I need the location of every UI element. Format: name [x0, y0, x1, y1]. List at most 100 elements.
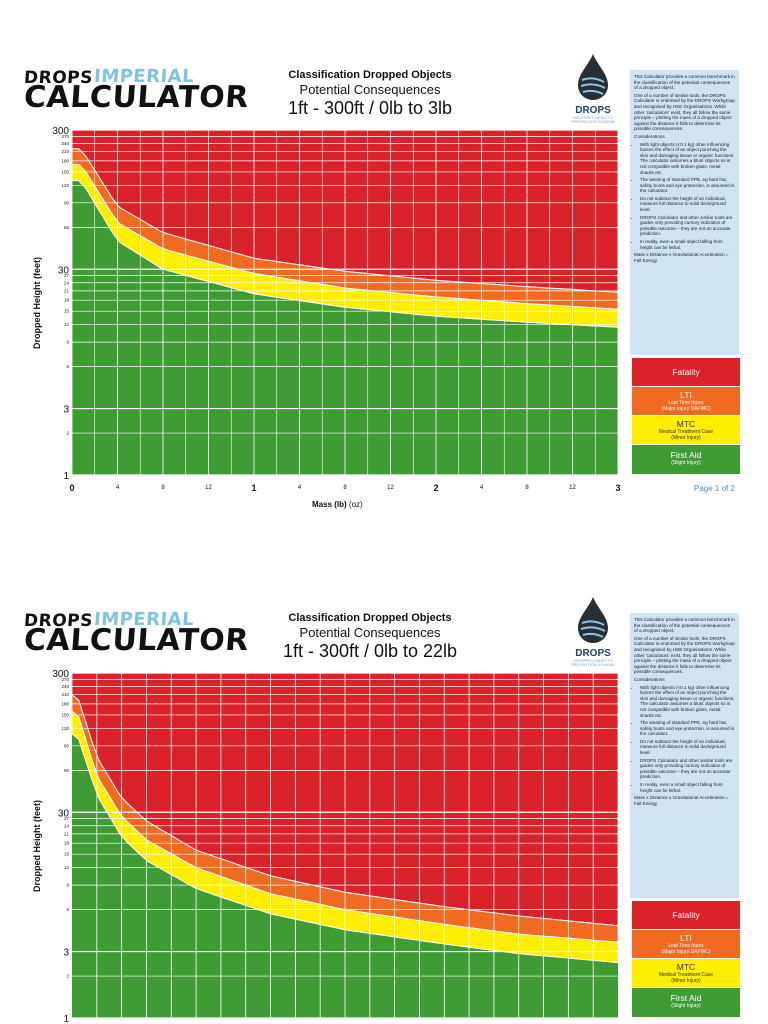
info-bullet: Do not subtract the height of an individ…	[640, 196, 735, 213]
page-number[interactable]: Page 1 of 2	[694, 484, 735, 493]
y-tick-label: 150	[61, 169, 69, 174]
drops-droplet-icon	[578, 54, 608, 100]
x-axis-title-unit: (oz)	[348, 500, 363, 509]
y-tick-label: 1	[63, 471, 69, 482]
y-tick-label: 180	[61, 158, 69, 163]
chart-2: 1 3 30 300 2 6 9 12 15 18 21 24 27 60 90 120 150 180 210 24…	[52, 669, 619, 1024]
legend-fatality: Fatality	[632, 901, 740, 930]
header-potential: Potential Consequences	[299, 625, 441, 640]
legend-lti-sub1: Lost Time Injury	[668, 400, 704, 406]
info-bullet: DROPS Calculator and other similar tools…	[640, 215, 735, 237]
y-tick-label: 300	[52, 126, 69, 137]
x-tick-label: 4	[480, 485, 484, 491]
drops-brand: DROPS DROPPED OBJECTS PREVENTION SCHEME	[568, 595, 618, 667]
legend-fatality-label: Fatality	[672, 367, 700, 377]
y-tick-label: 240	[61, 684, 69, 689]
brand-name: DROPS	[575, 105, 611, 116]
y-tick-label: 30	[58, 265, 70, 276]
legend-mtc-sub2: (Minor Injury)	[671, 435, 701, 441]
y-tick-label: 30	[58, 808, 70, 819]
legend-first-aid-sub1: (Slight Injury)	[671, 1003, 701, 1009]
calculator-page-2: DROPS IMPERIAL CALCULATOR Classification…	[0, 543, 768, 1024]
legend-first-aid: First Aid (Slight Injury)	[632, 445, 740, 475]
legend-mtc: MTC Medical Treatment Case (Minor Injury…	[632, 959, 740, 988]
y-tick-label: 270	[61, 677, 69, 682]
y-tick-label: 12	[64, 865, 70, 870]
y-tick-label: 270	[61, 134, 69, 139]
y-tick-label: 6	[66, 907, 69, 912]
y-tick-label: 300	[52, 669, 69, 680]
legend-mtc-sub1: Medical Treatment Case	[658, 972, 714, 978]
y-tick-label: 210	[61, 149, 69, 154]
header-classification: Classification Dropped Objects	[288, 612, 452, 624]
info-bullet: The wearing of standard PPE, eg hard hat…	[640, 720, 735, 737]
brand-tagline-2: PREVENTION SCHEME	[570, 119, 616, 124]
info-intro: This Calculator provides a common benchm…	[634, 617, 735, 634]
legend-first-aid-label: First Aid	[670, 993, 702, 1003]
brand-tagline-1: DROPPED OBJECTS	[573, 115, 613, 120]
y-tick-label: 120	[61, 183, 69, 188]
x-tick-label: 4	[116, 485, 120, 491]
brand-tagline-2: PREVENTION SCHEME	[570, 662, 616, 667]
y-tick-label: 60	[64, 768, 70, 773]
info-formula: Mass x Distance x Gravitational Accelera…	[634, 252, 729, 263]
info-formula: Mass x Distance x Gravitational Accelera…	[634, 795, 729, 806]
info-body: One of a number of similar tools, the DR…	[634, 635, 735, 675]
legend-lti-sub1: Lost Time Injury	[668, 943, 704, 949]
chart-1: 1330300269121518212427609012015018021024…	[52, 126, 620, 493]
y-tick-label: 150	[61, 712, 69, 717]
y-tick-label: 60	[64, 225, 70, 230]
y-tick-label: 1	[63, 1014, 69, 1024]
header-range: 1ft - 300ft / 0lb to 22lb	[282, 641, 458, 661]
y-tick-label: 180	[61, 701, 69, 706]
drops-brand: DROPS DROPPED OBJECTS PREVENTION SCHEME	[568, 52, 618, 124]
info-bullet: With light objects (<0.1 kg) other influ…	[640, 142, 735, 176]
y-tick-label: 6	[66, 364, 69, 369]
legend-lti-label: LTI	[680, 390, 692, 400]
y-tick-label: 210	[61, 692, 69, 697]
x-tick-label: 12	[569, 485, 576, 491]
grid	[72, 672, 618, 1019]
x-axis-title-bold: Mass (lb)	[312, 500, 347, 509]
info-body: One of a number of similar tools, the DR…	[634, 92, 735, 132]
drops-droplet-icon	[578, 597, 608, 643]
legend-lti-sub2: (Major Injury DAFWC)	[661, 406, 711, 412]
y-tick-label: 240	[61, 141, 69, 146]
x-tick-label: 12	[205, 485, 212, 491]
info-box: This Calculator provides a common benchm…	[630, 613, 739, 898]
y-tick-label: 24	[64, 280, 70, 285]
legend-lti: LTI Lost Time Injury (Major Injury DAFWC…	[632, 930, 740, 959]
info-bullet: Do not subtract the height of an individ…	[640, 739, 735, 756]
severity-legend: Fatality LTI Lost Time Injury (Major Inj…	[632, 901, 740, 1018]
y-tick-label: 2	[66, 431, 69, 436]
y-tick-label: 9	[66, 883, 69, 888]
info-considerations-title: Considerations	[634, 133, 665, 139]
x-tick-label: 3	[615, 483, 620, 493]
x-tick-label: 8	[161, 485, 165, 491]
y-tick-label: 18	[64, 841, 70, 846]
legend-mtc-label: MTC	[676, 419, 696, 429]
legend-lti-sub2: (Major Injury DAFWC)	[661, 949, 711, 955]
y-tick-label: 12	[64, 322, 70, 327]
legend-mtc-sub1: Medical Treatment Case	[658, 429, 714, 435]
chart-header: Classification Dropped Objects Potential…	[240, 69, 500, 119]
legend-first-aid: First Aid (Slight Injury)	[632, 988, 740, 1018]
y-tick-label: 27	[64, 273, 70, 278]
header-potential: Potential Consequences	[299, 82, 441, 97]
brand-tagline-1: DROPPED OBJECTS	[573, 658, 613, 663]
y-tick-label: 120	[61, 726, 69, 731]
y-tick-label: 27	[64, 816, 70, 821]
legend-mtc: MTC Medical Treatment Case (Minor Injury…	[632, 416, 740, 445]
header-classification: Classification Dropped Objects	[288, 69, 452, 81]
x-tick-label: 1	[251, 483, 256, 493]
y-tick-label: 3	[63, 405, 69, 416]
legend-mtc-sub2: (Minor Injury)	[671, 978, 701, 984]
legend-first-aid-sub1: (Slight Injury)	[671, 460, 701, 466]
x-tick-label: 12	[387, 485, 394, 491]
info-considerations-title: Considerations	[634, 676, 665, 682]
legend-lti: LTI Lost Time Injury (Major Injury DAFWC…	[632, 387, 740, 416]
info-bullet: The wearing of standard PPE, eg hard hat…	[640, 177, 735, 194]
severity-legend: Fatality LTI Lost Time Injury (Major Inj…	[632, 358, 740, 475]
x-tick-label: 4	[298, 485, 302, 491]
y-tick-label: 2	[66, 974, 69, 979]
